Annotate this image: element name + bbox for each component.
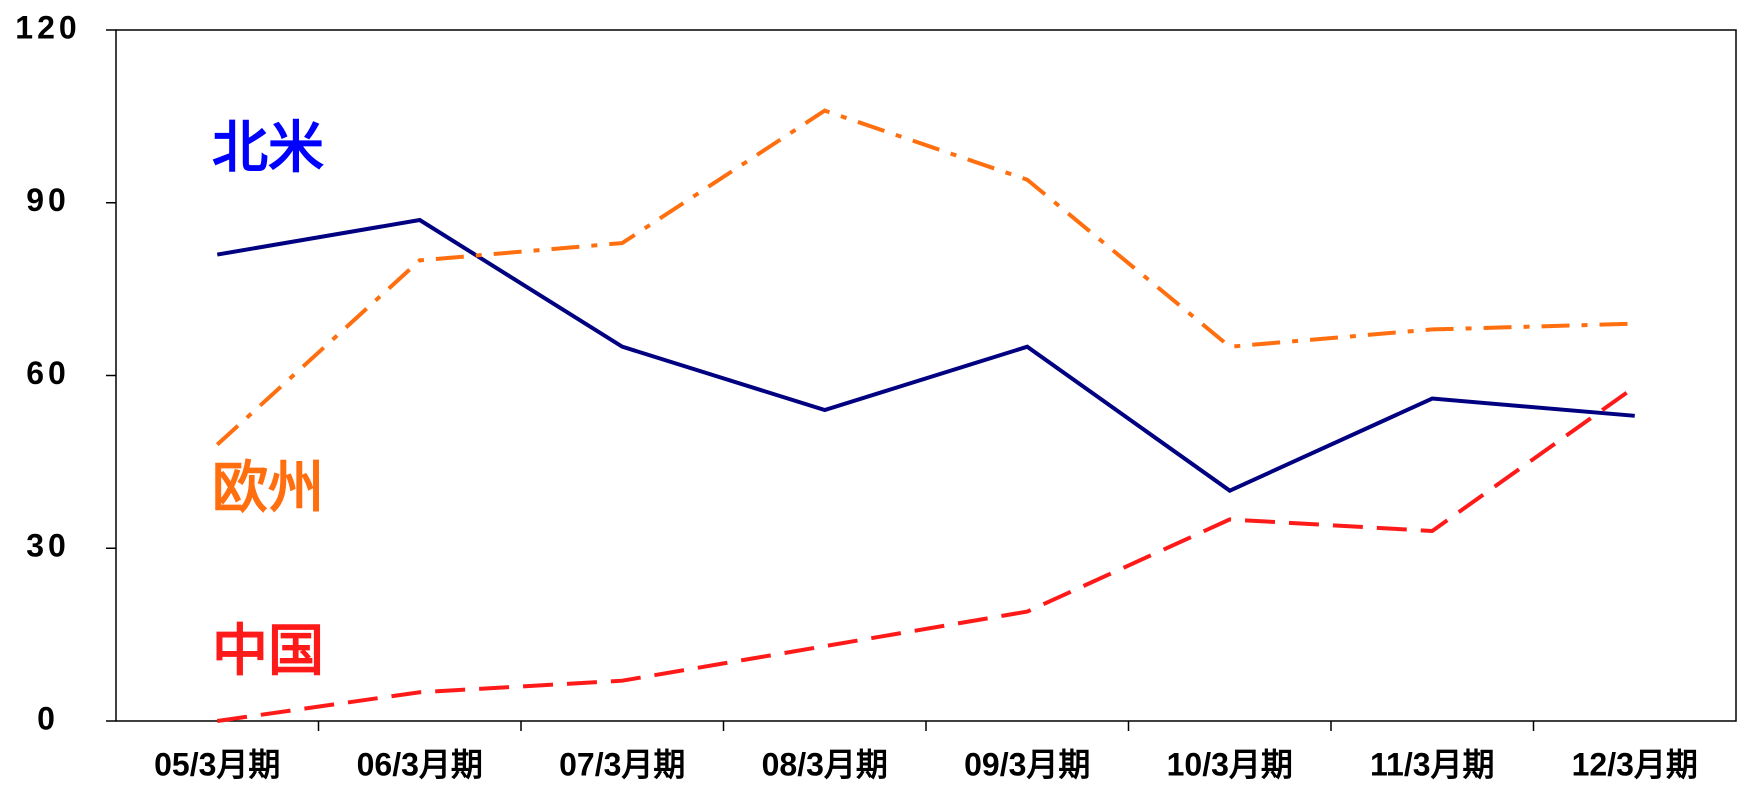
x-tick-label: 12/3月期 xyxy=(1572,746,1698,782)
series-label: 中国 xyxy=(212,619,324,682)
plot-frame xyxy=(115,29,1737,722)
y-tick-label: 120 xyxy=(15,9,80,45)
series-line xyxy=(216,385,1636,723)
y-tick-label: 90 xyxy=(26,182,70,218)
series-line xyxy=(216,217,1635,493)
x-tick-label: 11/3月期 xyxy=(1370,746,1495,782)
x-tick-label: 08/3月期 xyxy=(762,746,888,782)
y-tick-label: 30 xyxy=(26,528,70,564)
y-tick-label: 60 xyxy=(26,355,70,391)
x-tick-label: 06/3月期 xyxy=(357,746,483,782)
series-label: 欧州 xyxy=(212,456,324,519)
y-tick-label: 0 xyxy=(37,700,59,736)
x-tick-label: 10/3月期 xyxy=(1167,746,1293,782)
x-tick-label: 07/3月期 xyxy=(559,746,685,782)
series-line xyxy=(215,108,1635,447)
x-tick-label: 05/3月期 xyxy=(154,746,280,782)
series-label: 北米 xyxy=(212,116,324,179)
x-tick-label: 09/3月期 xyxy=(964,746,1090,782)
